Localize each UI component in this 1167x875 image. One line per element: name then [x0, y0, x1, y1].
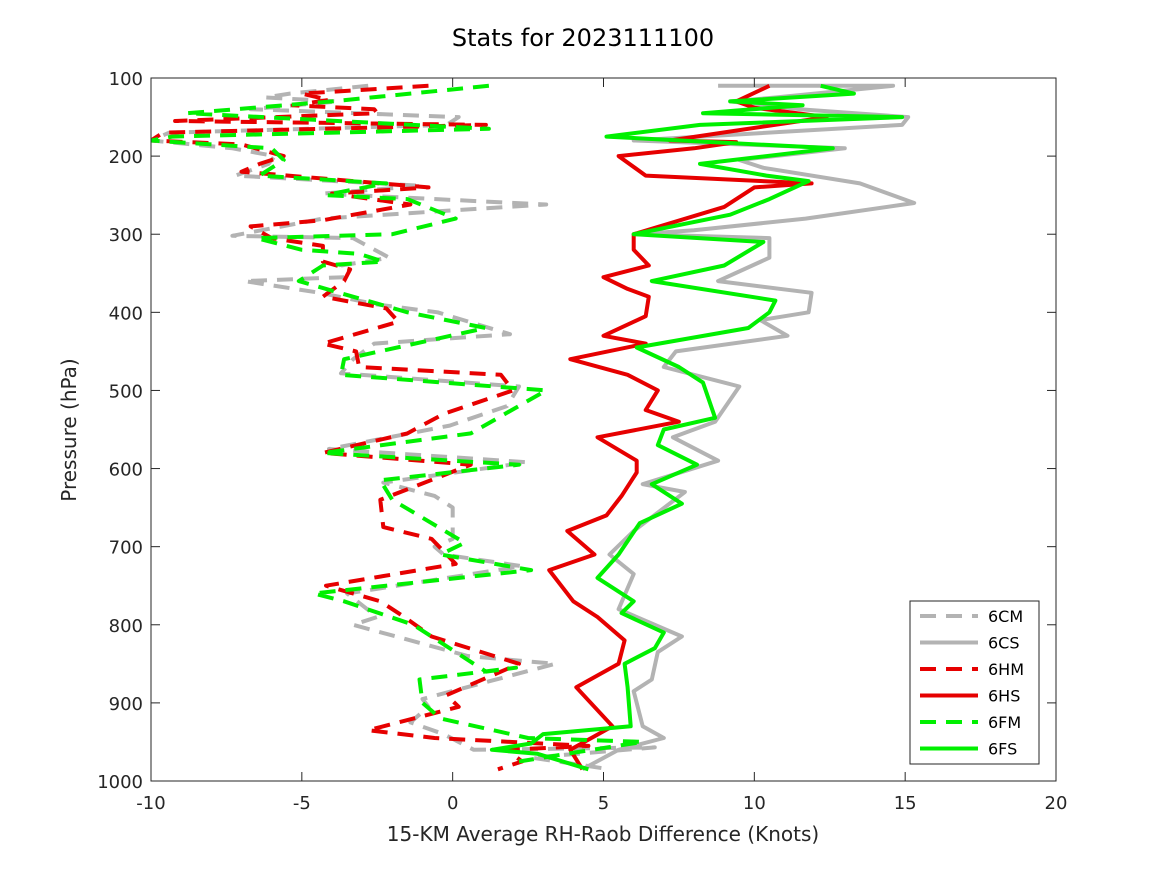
series-line-6fm	[151, 83, 645, 764]
legend-label-6hs: 6HS	[988, 687, 1020, 706]
x-tick-label: 20	[1045, 793, 1068, 814]
y-tick-label: 700	[109, 538, 143, 559]
legend-label-6hm: 6HM	[988, 660, 1024, 679]
series-group	[151, 83, 917, 772]
x-tick-label: 0	[447, 793, 458, 814]
legend-label-6fm: 6FM	[988, 713, 1021, 732]
series-line-6cm	[151, 83, 657, 772]
y-tick-label: 500	[109, 381, 143, 402]
x-tick-label: 10	[743, 793, 766, 814]
y-tick-label: 100	[109, 69, 143, 90]
plot-area	[151, 78, 1056, 781]
x-tick-label: 5	[598, 793, 609, 814]
y-axis-label: Pressure (hPa)	[57, 358, 81, 501]
axes-layer: -10 -5 0 5 10 15 20 100 200 300 400 500 600 700 800 900…	[97, 69, 1067, 814]
y-tick-label: 200	[109, 147, 143, 168]
series-line-6fs	[489, 83, 905, 772]
y-tick-label: 1000	[97, 772, 143, 793]
series-line-6hs	[547, 83, 829, 771]
x-tick-label: 15	[894, 793, 917, 814]
y-tick-label: 400	[109, 303, 143, 324]
chart-title: Stats for 2023111100	[452, 24, 714, 52]
x-axis-label: 15-KM Average RH-Raob Difference (Knots)	[387, 822, 819, 846]
y-tick-label: 300	[109, 225, 143, 246]
x-tick-label: -5	[293, 793, 311, 814]
legend-label-6fs: 6FS	[988, 740, 1017, 759]
legend: 6CM 6CS 6HM 6HS 6FM 6FS	[909, 600, 1040, 765]
plot-background	[151, 78, 1056, 781]
y-tick-label: 800	[109, 616, 143, 637]
y-tick-label: 900	[109, 694, 143, 715]
x-tick-label: -10	[136, 793, 165, 814]
legend-label-6cm: 6CM	[988, 607, 1023, 626]
legend-label-6cs: 6CS	[988, 634, 1020, 653]
y-tick-label: 600	[109, 460, 143, 481]
legend-box	[909, 600, 1040, 765]
series-layer	[151, 83, 917, 772]
